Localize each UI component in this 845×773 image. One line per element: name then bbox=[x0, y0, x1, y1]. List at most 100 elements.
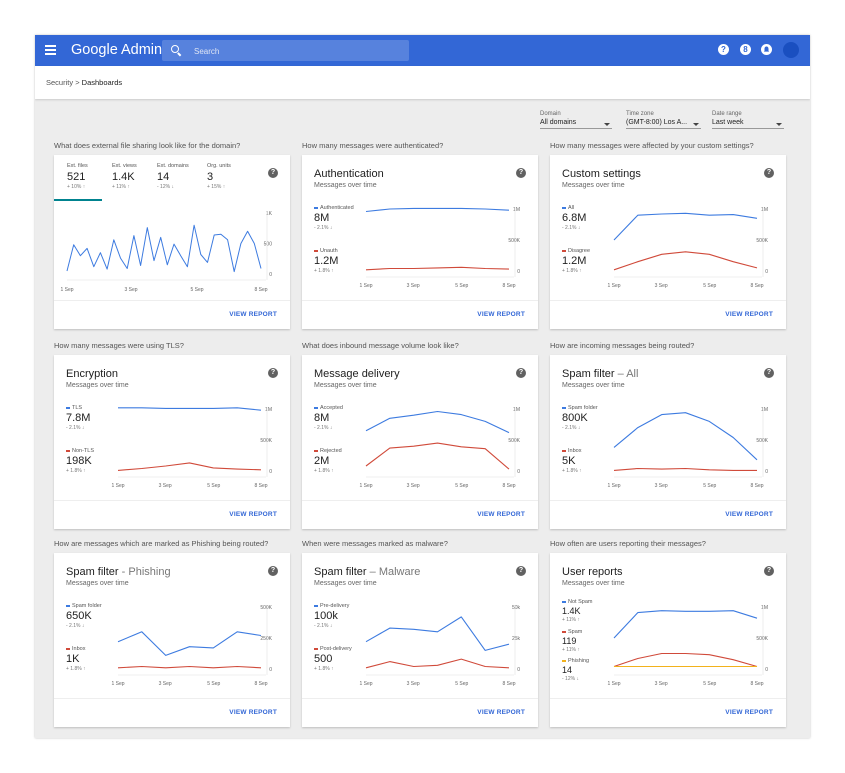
x-tick-label: 8 Sep bbox=[502, 681, 515, 687]
app-logo[interactable]: Google Admin bbox=[71, 42, 163, 58]
metric-change: - 2.1% ↓ bbox=[314, 225, 333, 231]
card-title-text: Custom settings bbox=[562, 168, 641, 180]
metric-tab-label: Ext. files bbox=[67, 163, 88, 169]
metric-label: TLS bbox=[66, 405, 90, 411]
view-report-link[interactable]: VIEW REPORT bbox=[477, 311, 525, 318]
series-line-accepted bbox=[365, 410, 510, 434]
card-title: Message delivery bbox=[314, 368, 400, 380]
card-subtitle: Messages over time bbox=[66, 580, 129, 587]
metric-label: Post-delivery bbox=[314, 646, 352, 652]
view-report-link[interactable]: VIEW REPORT bbox=[229, 311, 277, 318]
legend-swatch bbox=[562, 631, 566, 633]
help-icon[interactable]: ? bbox=[764, 368, 774, 378]
help-icon[interactable]: ? bbox=[718, 44, 729, 55]
x-tick-label: 5 Sep bbox=[455, 283, 468, 289]
metric-block: Spam 119 + 11% ↑ bbox=[562, 629, 582, 653]
metric-block: Inbox 5K + 1.8% ↑ bbox=[562, 448, 582, 474]
metric-label: Non-TLS bbox=[66, 448, 94, 454]
card-question: What does external file sharing look lik… bbox=[54, 141, 241, 150]
x-tick-label: 3 Sep bbox=[407, 681, 420, 687]
help-icon[interactable]: ? bbox=[268, 566, 278, 576]
metric-tab[interactable]: Ext. files 521 + 10% ↑ bbox=[67, 163, 88, 190]
card-question: How many messages were authenticated? bbox=[302, 141, 444, 150]
view-report-link[interactable]: VIEW REPORT bbox=[229, 511, 277, 518]
domain-filter[interactable]: Domain All domains bbox=[540, 111, 612, 129]
y-tick-label: 0 bbox=[517, 469, 520, 475]
metric-tab-change: - 12% ↓ bbox=[157, 184, 174, 190]
metric-block: All 6.8M - 2.1% ↓ bbox=[562, 205, 586, 231]
timezone-select[interactable]: (GMT-8:00) Los A... bbox=[626, 119, 701, 129]
legend-swatch bbox=[314, 605, 318, 607]
help-icon[interactable]: ? bbox=[764, 168, 774, 178]
metric-tab[interactable]: Ext. views 1.4K + 11% ↑ bbox=[112, 163, 137, 190]
card-title-text: Encryption bbox=[66, 368, 118, 380]
view-report-link[interactable]: VIEW REPORT bbox=[725, 709, 773, 716]
help-icon[interactable]: ? bbox=[268, 168, 278, 178]
view-report-link[interactable]: VIEW REPORT bbox=[725, 311, 773, 318]
timezone-filter[interactable]: Time zone (GMT-8:00) Los A... bbox=[626, 111, 701, 129]
notifications-icon[interactable] bbox=[761, 44, 772, 55]
x-tick-label: 5 Sep bbox=[703, 483, 716, 489]
metric-block: TLS 7.8M - 2.1% ↓ bbox=[66, 405, 90, 431]
menu-icon[interactable] bbox=[45, 45, 56, 55]
help-icon[interactable]: ? bbox=[516, 168, 526, 178]
view-report-link[interactable]: VIEW REPORT bbox=[477, 511, 525, 518]
dashboard-card: 1M 500K 0 1 Sep 3 Sep 5 Sep 8 Sep? Spam filter … bbox=[550, 355, 786, 529]
legend-swatch bbox=[66, 450, 70, 452]
breadcrumb-parent[interactable]: Security bbox=[46, 78, 74, 87]
metric-block: Not Spam 1.4K + 11% ↑ bbox=[562, 599, 592, 623]
metric-label: Inbox bbox=[66, 646, 86, 652]
view-report-link[interactable]: VIEW REPORT bbox=[725, 511, 773, 518]
timezone-filter-label: Time zone bbox=[626, 111, 654, 117]
help-icon[interactable]: ? bbox=[516, 566, 526, 576]
metric-value: 650K bbox=[66, 610, 92, 622]
series-line-post-delivery bbox=[365, 658, 510, 669]
apps-icon[interactable]: 8 bbox=[740, 44, 751, 55]
x-tick-label: 1 Sep bbox=[60, 287, 73, 293]
card-title-suffix: – All bbox=[617, 368, 639, 380]
search-box[interactable] bbox=[162, 40, 409, 61]
card-title: Spam filter – All bbox=[562, 368, 638, 380]
view-report-link[interactable]: VIEW REPORT bbox=[477, 709, 525, 716]
metric-tab-value: 3 bbox=[207, 171, 214, 183]
x-tick-label: 8 Sep bbox=[254, 287, 267, 293]
card-question: How often are users reporting their mess… bbox=[550, 539, 706, 548]
card-subtitle: Messages over time bbox=[314, 182, 377, 189]
help-icon[interactable]: ? bbox=[764, 566, 774, 576]
series-line-spam-folder bbox=[117, 631, 262, 656]
y-tick-label: 500K bbox=[508, 238, 520, 244]
x-tick-label: 3 Sep bbox=[159, 483, 172, 489]
x-tick-label: 1 Sep bbox=[111, 681, 124, 687]
avatar[interactable] bbox=[783, 42, 799, 58]
metric-change: + 1.8% ↑ bbox=[314, 666, 334, 672]
y-tick-label: 0 bbox=[517, 667, 520, 673]
legend-swatch bbox=[562, 660, 566, 662]
help-icon[interactable]: ? bbox=[516, 368, 526, 378]
search-input[interactable] bbox=[192, 42, 396, 60]
help-icon[interactable]: ? bbox=[268, 368, 278, 378]
metric-value: 1.4K bbox=[562, 606, 581, 616]
metric-value: 100k bbox=[314, 610, 338, 622]
view-report-link[interactable]: VIEW REPORT bbox=[229, 709, 277, 716]
metric-tab[interactable]: Ext. domains 14- 12% ↓ bbox=[157, 163, 189, 190]
metric-label-text: Spam bbox=[568, 629, 583, 635]
dashboard-card: 500K 250K 0 1 Sep 3 Sep 5 Sep 8 Sep? Spam filte… bbox=[54, 553, 290, 727]
domain-select[interactable]: All domains bbox=[540, 119, 612, 129]
card-question: How are incoming messages being routed? bbox=[550, 341, 695, 350]
legend-swatch bbox=[562, 207, 566, 209]
x-tick-label: 5 Sep bbox=[207, 483, 220, 489]
y-tick-label: 1M bbox=[513, 407, 520, 413]
metric-label: Inbox bbox=[562, 448, 582, 454]
legend-swatch bbox=[314, 250, 318, 252]
date-range-select[interactable]: Last week bbox=[712, 119, 784, 129]
card-title-text: User reports bbox=[562, 566, 623, 578]
y-tick-label: 500 bbox=[264, 242, 273, 248]
line-chart: 1M 500K 0 1 Sep 3 Sep 5 Sep 8 Sep bbox=[607, 207, 769, 289]
card-title: Encryption bbox=[66, 368, 118, 380]
breadcrumb-current: Dashboards bbox=[81, 78, 123, 87]
metric-tab[interactable]: Org. units 3 + 15% ↑ bbox=[207, 163, 231, 190]
card-title-text: Spam filter bbox=[314, 566, 367, 578]
metric-tab-value: 521 bbox=[67, 171, 86, 183]
date-range-filter[interactable]: Date range Last week bbox=[712, 111, 784, 129]
metric-tab-label: Org. units bbox=[207, 163, 231, 169]
